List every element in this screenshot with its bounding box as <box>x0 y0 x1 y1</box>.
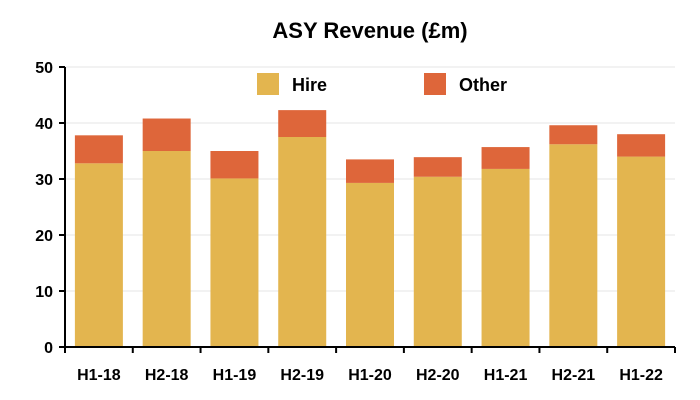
y-tick-label: 40 <box>35 116 53 133</box>
y-tick-label: 30 <box>35 172 53 189</box>
x-tick-label: H1-21 <box>484 367 528 384</box>
bar-hire-h1-18 <box>74 163 123 347</box>
bar-other-h1-21 <box>481 147 530 169</box>
x-tick-label: H1-19 <box>213 367 257 384</box>
x-tick-label: H2-20 <box>416 367 460 384</box>
bar-other-h1-18 <box>74 135 123 164</box>
legend-swatch-hire <box>257 73 279 95</box>
bar-other-h2-19 <box>278 110 327 137</box>
legend-label-hire: Hire <box>292 75 327 95</box>
y-tick-label: 10 <box>35 284 53 301</box>
y-tick-label: 0 <box>44 340 53 357</box>
legend-label-other: Other <box>459 75 507 95</box>
bar-other-h1-20 <box>346 159 394 183</box>
x-tick-label: H2-19 <box>280 367 324 384</box>
legend-swatch-other <box>424 73 446 95</box>
bar-other-h1-19 <box>210 151 259 179</box>
axes: 0 10 20 30 40 50 H1-18 H2-18 H1-19 H2-19 H1-20 H2-2… <box>35 60 676 384</box>
y-tick-label: 20 <box>35 228 53 245</box>
x-tick-label: H1-18 <box>77 367 121 384</box>
legend: Hire Other <box>257 73 507 95</box>
x-tick-label: H2-18 <box>145 367 189 384</box>
x-tick-label: H1-22 <box>619 367 663 384</box>
bar-hire-h1-19 <box>210 178 259 347</box>
bar-other-h2-18 <box>142 118 191 151</box>
chart-title: ASY Revenue (£m) <box>272 18 467 43</box>
bar-hire-h1-22 <box>617 156 666 347</box>
y-tick-label: 50 <box>35 60 53 77</box>
bar-hire-h1-20 <box>346 182 394 347</box>
x-tick-label: H2-21 <box>552 367 596 384</box>
bar-other-h2-21 <box>549 125 598 145</box>
bar-hire-h1-21 <box>481 168 530 347</box>
bar-hire-h2-18 <box>142 151 191 347</box>
bar-other-h2-20 <box>413 157 462 177</box>
bar-hire-h2-20 <box>413 176 462 347</box>
bar-hire-h2-21 <box>549 144 598 347</box>
bars <box>74 110 666 347</box>
bar-other-h1-22 <box>617 134 666 157</box>
x-tick-label: H1-20 <box>348 367 392 384</box>
bar-hire-h2-19 <box>278 137 327 347</box>
